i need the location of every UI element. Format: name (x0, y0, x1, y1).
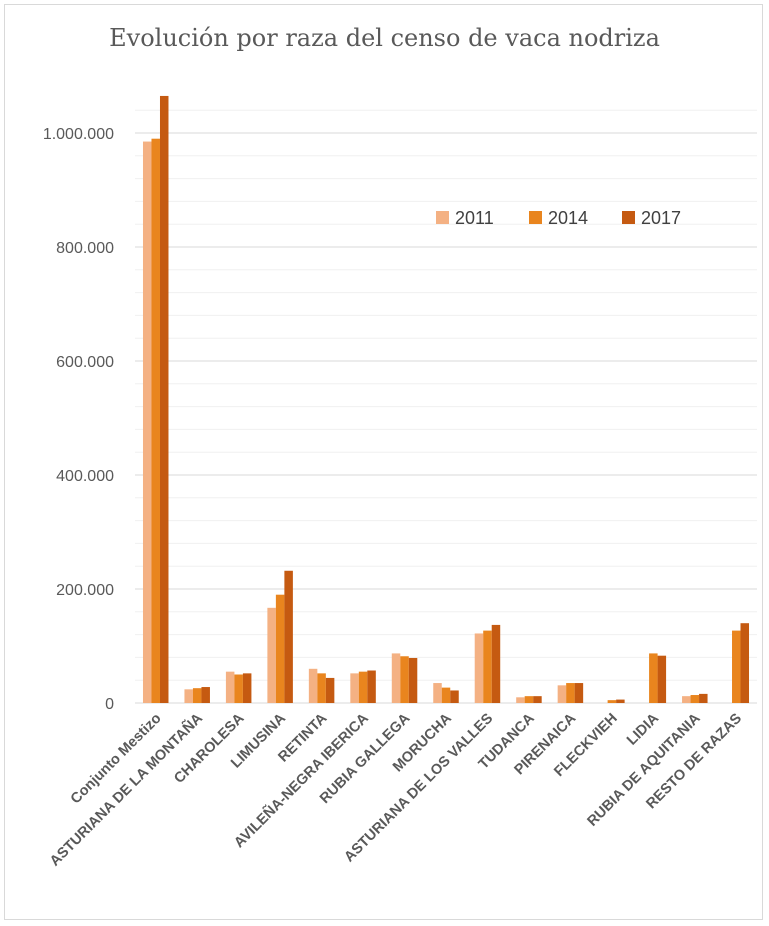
bar-2014 (234, 674, 243, 703)
bar-2017 (740, 623, 750, 703)
bar-2011 (433, 683, 442, 703)
chart-area (4, 4, 763, 920)
bar-2014 (732, 630, 741, 703)
bar-2011 (350, 673, 359, 703)
bar-2014 (317, 673, 326, 703)
y-tick-label: 600.000 (56, 354, 114, 371)
bar-2017 (699, 693, 708, 703)
bar-2014 (483, 630, 492, 703)
bar-2014 (441, 687, 451, 703)
bar-2014 (566, 683, 575, 703)
bar-2017 (242, 673, 252, 703)
bar-2014 (151, 138, 160, 703)
bar-2014 (690, 695, 700, 703)
bar-2011 (225, 671, 235, 703)
bar-2011 (474, 633, 484, 703)
legend-swatch-2011 (436, 211, 449, 224)
bar-2017 (616, 699, 625, 703)
bar-2017 (325, 677, 335, 703)
bar-2011 (184, 689, 193, 703)
y-tick-label: 1.000.000 (43, 126, 114, 143)
x-tick-label: LIDIA (624, 710, 662, 748)
bar-2014 (358, 671, 368, 703)
bar-2011 (267, 607, 276, 703)
bar-2011 (557, 685, 567, 703)
bar-2014 (192, 688, 202, 703)
y-tick-label: 0 (105, 696, 114, 713)
bar-2017 (450, 690, 459, 703)
bar-2014 (607, 700, 617, 703)
x-tick-label: ASTURIANA DE LA MONTAÑA (46, 709, 207, 870)
x-tick-label: ASTURIANA DE LOS VALLES (341, 710, 496, 865)
bar-2017 (533, 696, 542, 703)
bar-2011 (308, 668, 318, 703)
y-tick-label: 400.000 (56, 468, 114, 485)
legend-swatch-2017 (622, 211, 635, 224)
bar-2017 (657, 655, 667, 703)
bar-2011 (391, 653, 401, 703)
bar-2017 (159, 95, 169, 703)
bar-2014 (275, 594, 285, 703)
bar-2017 (284, 570, 293, 703)
bar-2011 (142, 141, 152, 704)
bar-2017 (367, 670, 376, 703)
y-tick-label: 200.000 (56, 582, 114, 599)
y-tick-label: 800.000 (56, 240, 114, 257)
bar-2014 (524, 696, 534, 703)
bar-2011 (516, 697, 525, 703)
bar-2011 (682, 696, 691, 703)
chart-title: Evolución por raza del censo de vaca nod… (109, 24, 660, 52)
bar-2014 (649, 653, 658, 703)
bar-2017 (491, 624, 501, 703)
bar-2017 (408, 657, 418, 703)
bar-2017 (574, 683, 584, 703)
legend-label-2017: 2017 (641, 208, 681, 228)
bar-2014 (400, 656, 409, 703)
bar-2017 (201, 687, 210, 703)
legend-label-2014: 2014 (548, 208, 588, 228)
legend-label-2011: 2011 (455, 208, 494, 228)
legend-swatch-2014 (529, 211, 542, 224)
